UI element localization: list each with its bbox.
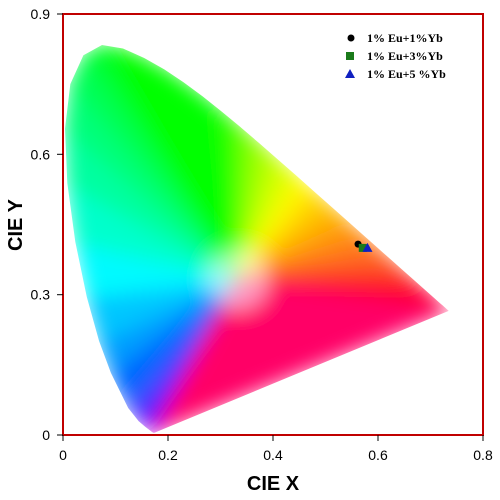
y-tick-label: 0.3 [31,287,51,303]
gamut-wedge [151,277,449,433]
legend-label: 1% Eu+1%Yb [367,31,443,45]
legend: 1% Eu+1%Yb 1% Eu+3%Yb 1% Eu+5 %Yb [345,31,446,81]
y-tick-label: 0 [42,427,50,443]
legend-label: 1% Eu+5 %Yb [367,67,446,81]
x-tick-label: 0.8 [473,447,493,463]
legend-marker-square [346,52,354,60]
y-tick-label: 0.9 [31,6,51,22]
horseshoe-gamut [65,45,449,433]
legend-label: 1% Eu+3%Yb [367,49,443,63]
data-point-square [358,243,367,252]
data-points [354,240,373,252]
y-axis: 0 0.3 0.6 0.9 CIE Y [5,6,63,443]
x-ticks [62,435,484,441]
x-tick-label: 0.2 [158,447,178,463]
x-axis: 0 0.2 0.4 0.6 0.8 CIE X [59,435,493,495]
x-tick-label: 0.6 [368,447,388,463]
y-tick-label: 0.6 [31,146,51,162]
x-tick-label: 0.4 [263,447,283,463]
y-axis-title: CIE Y [5,198,27,251]
x-axis-title: CIE X [247,473,300,495]
x-tick-label: 0 [59,447,67,463]
y-ticks [57,13,63,436]
legend-marker-circle [347,34,355,42]
legend-marker-triangle [345,69,355,78]
data-point-triangle [362,242,373,252]
white-point-glow [207,249,268,310]
